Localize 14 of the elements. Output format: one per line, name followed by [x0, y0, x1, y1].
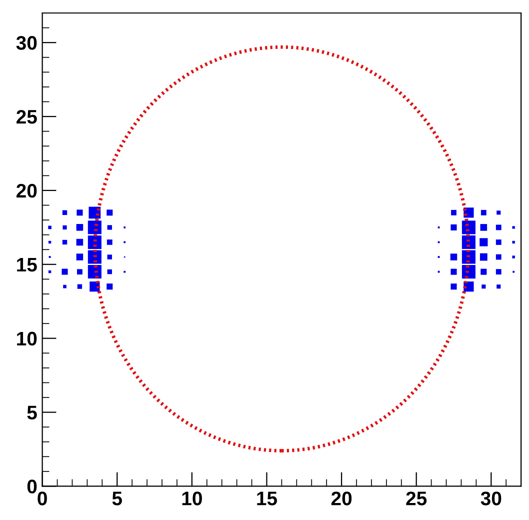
x-tick-label: 15 [257, 492, 278, 506]
y-tick-label: 0 [27, 480, 37, 494]
y-tick-label: 5 [27, 406, 37, 420]
x-tick-label: 5 [112, 492, 122, 506]
y-tick-label: 15 [17, 258, 37, 272]
x-tick-label: 20 [331, 492, 352, 506]
x-tick-label: 0 [38, 492, 47, 506]
y-tick-label: 25 [16, 110, 37, 124]
y-tick-label: 10 [17, 332, 37, 346]
y-tick-label: 30 [16, 36, 37, 50]
x-tick-label: 25 [406, 492, 427, 506]
x-tick-label: 30 [480, 492, 502, 506]
x-tick-label: 10 [182, 492, 202, 506]
y-tick-label: 20 [16, 184, 37, 198]
